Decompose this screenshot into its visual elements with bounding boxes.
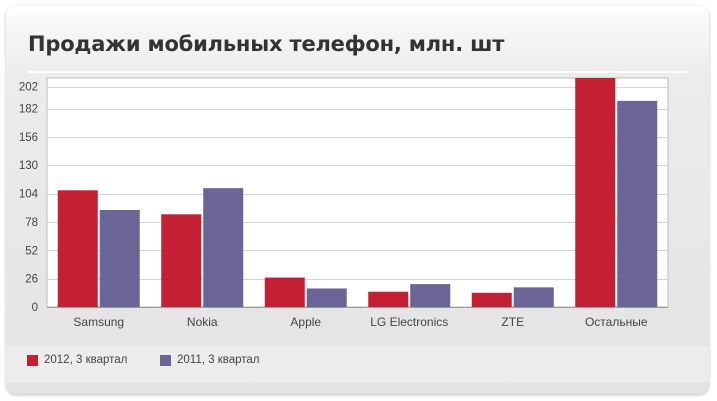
y-tick-label: 156 [19, 132, 38, 144]
x-tick-label: Apple [290, 315, 321, 329]
bar-2012 [57, 190, 98, 307]
bar-2012 [471, 292, 512, 307]
x-tick-label: Samsung [73, 315, 124, 329]
y-tick-label: 0 [32, 302, 38, 314]
x-tick-label: ZTE [501, 315, 524, 329]
bar-2011 [203, 188, 244, 307]
legend-item-2011: 2011, 3 квартал [160, 353, 260, 367]
legend-label-2012: 2012, 3 квартал [44, 354, 128, 366]
bar-2012 [264, 277, 305, 307]
y-tick-label: 202 [19, 82, 38, 94]
bar-2011 [306, 288, 347, 307]
bar-2011 [99, 209, 140, 307]
bar-2012 [161, 214, 202, 307]
y-tick-label: 52 [25, 245, 38, 257]
x-tick-label: LG Electronics [370, 315, 448, 329]
x-tick-label: Nokia [187, 315, 218, 329]
legend-label-2011: 2011, 3 квартал [177, 354, 260, 366]
legend-item-2012: 2012, 3 квартал [27, 353, 127, 367]
y-tick-label: 26 [25, 274, 38, 286]
title-divider [28, 71, 687, 73]
y-tick-label: 182 [19, 104, 38, 116]
bar-2011 [513, 287, 554, 307]
chart-title: Продажи мобильных телефон, млн. шт [28, 32, 505, 56]
bar-2011 [410, 284, 451, 307]
legend-swatch-2011 [160, 354, 171, 366]
legend-swatch-2012 [27, 354, 38, 366]
x-tick-label: Остальные [585, 315, 648, 329]
bar-2012 [575, 78, 616, 307]
bar-2011 [617, 100, 658, 308]
y-tick-label: 78 [25, 217, 38, 229]
y-tick-label: 104 [19, 189, 39, 201]
bar-2012 [368, 291, 409, 307]
y-tick-label: 130 [19, 160, 38, 172]
plot-area [46, 77, 669, 308]
legend-band [6, 346, 709, 382]
